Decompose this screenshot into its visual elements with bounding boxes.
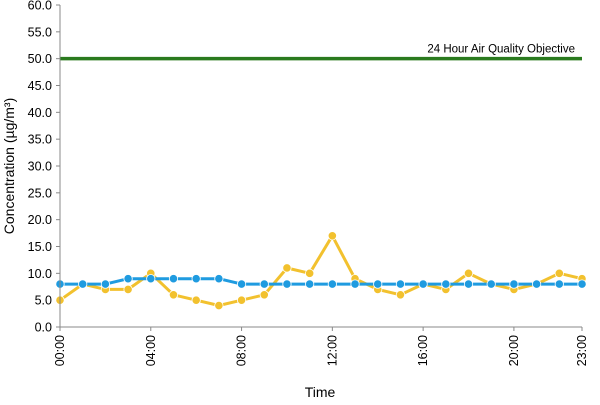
x-tick-label: 04:00: [144, 335, 158, 366]
series-1-point: [327, 231, 337, 241]
series-1-point: [554, 268, 564, 278]
series-2-point: [509, 279, 519, 289]
series-1-point: [191, 295, 201, 305]
y-tick-label: 10.0: [28, 267, 52, 281]
x-tick-label: 00:00: [53, 335, 67, 366]
series-2-point: [191, 274, 201, 284]
series-1-point: [236, 295, 247, 305]
y-tick-label: 20.0: [28, 213, 52, 227]
series-2-point: [146, 274, 156, 284]
x-tick-label: 23:00: [575, 335, 589, 366]
series-2-point: [327, 279, 337, 289]
series-2-point: [554, 279, 564, 289]
series-2-point: [577, 279, 587, 289]
y-axis-ticks: 0.0 5.0 10.0 15.0 20.0 25.0 30.0 35.0 40.0 45.0 50…: [28, 0, 60, 335]
series-1-point: [168, 290, 179, 300]
y-tick-label: 55.0: [28, 25, 52, 39]
y-tick-label: 40.0: [28, 106, 52, 120]
series-2-point: [395, 279, 406, 289]
series-2-point: [123, 274, 133, 284]
series-layer: [55, 231, 587, 311]
y-tick-label: 0.0: [35, 321, 52, 335]
series-1-point: [463, 268, 474, 278]
series-2-point: [532, 279, 542, 289]
series-2-point: [214, 274, 224, 284]
series-1-point: [305, 268, 315, 278]
y-tick-label: 50.0: [28, 52, 52, 66]
series-2-point: [78, 279, 88, 289]
x-axis-ticks: 00:00 04:00 08:00 12:00 16:00 20:00 23:00: [53, 327, 589, 366]
series-2-point: [168, 274, 179, 284]
series-2-point: [305, 279, 315, 289]
series-2-point: [100, 279, 110, 289]
x-tick-label: 20:00: [507, 335, 521, 366]
series-1-point: [259, 290, 269, 300]
series-2-point: [486, 279, 496, 289]
series-1-point: [282, 263, 292, 273]
series-2-point: [441, 279, 451, 289]
series-2-point: [463, 279, 474, 289]
series-1-point: [214, 300, 224, 311]
y-tick-label: 25.0: [28, 186, 52, 200]
series-2-point: [259, 279, 269, 289]
y-tick-label: 30.0: [28, 160, 52, 174]
y-tick-label: 15.0: [28, 240, 52, 254]
series-1-point: [395, 290, 406, 300]
x-tick-label: 12:00: [325, 335, 339, 366]
series-1-point: [123, 284, 133, 295]
y-tick-label: 35.0: [28, 133, 52, 147]
x-tick-label: 08:00: [235, 335, 249, 366]
y-tick-label: 60.0: [28, 0, 52, 13]
y-tick-label: 5.0: [35, 294, 52, 308]
series-2-point: [282, 279, 292, 289]
x-tick-label: 16:00: [416, 335, 430, 366]
y-axis-label: Concentration (µg/m³): [1, 98, 17, 234]
series-2-point: [236, 279, 247, 289]
series-2-point: [418, 279, 428, 289]
x-axis-label: Time: [305, 384, 336, 400]
series-2-point: [373, 279, 383, 289]
y-tick-label: 45.0: [28, 79, 52, 93]
air-quality-objective-label: 24 Hour Air Quality Objective: [427, 44, 575, 56]
series-2-point: [350, 279, 360, 289]
series-1-line: [59, 234, 583, 307]
